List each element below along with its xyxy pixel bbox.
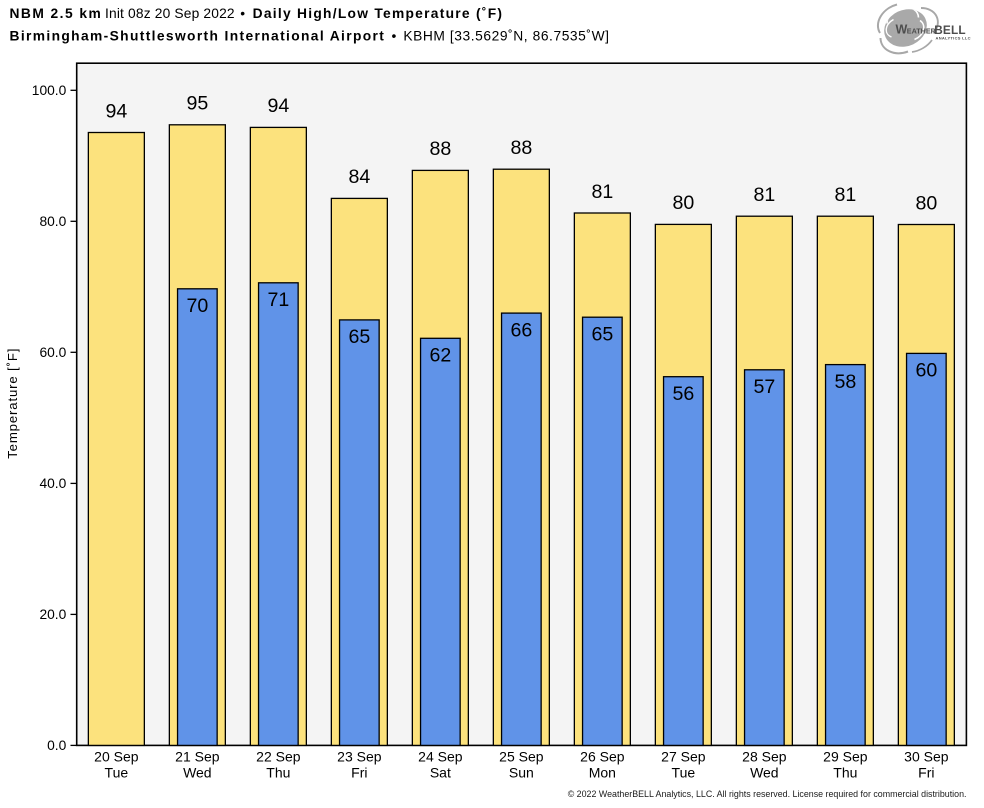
svg-text:29 Sep: 29 Sep <box>823 748 868 764</box>
svg-text:22 Sep: 22 Sep <box>256 748 301 764</box>
svg-text:94: 94 <box>267 95 289 117</box>
svg-text:20 Sep: 20 Sep <box>94 748 139 764</box>
svg-text:28 Sep: 28 Sep <box>742 748 787 764</box>
svg-text:KBHM [33.5629˚N, 86.7535˚W]: KBHM [33.5629˚N, 86.7535˚W] <box>403 29 609 44</box>
svg-text:Sat: Sat <box>430 765 451 781</box>
svg-text:ANALYTICS LLC: ANALYTICS LLC <box>936 35 971 40</box>
svg-text:88: 88 <box>429 138 451 160</box>
svg-text:W: W <box>896 23 908 37</box>
svg-text:Tue: Tue <box>672 765 696 781</box>
svg-text:© 2022 WeatherBELL Analytics,: © 2022 WeatherBELL Analytics, LLC. All r… <box>568 789 967 800</box>
svg-text:Thu: Thu <box>266 765 290 781</box>
svg-text:70: 70 <box>186 295 208 317</box>
svg-text:24 Sep: 24 Sep <box>418 748 463 764</box>
svg-text:81: 81 <box>753 184 775 206</box>
svg-text:•: • <box>240 6 245 21</box>
svg-text:20.0: 20.0 <box>39 607 66 622</box>
svg-text:27 Sep: 27 Sep <box>661 748 706 764</box>
svg-text:57: 57 <box>753 376 775 398</box>
svg-text:71: 71 <box>267 289 289 311</box>
svg-text:Wed: Wed <box>183 765 212 781</box>
svg-text:26 Sep: 26 Sep <box>580 748 625 764</box>
svg-text:56: 56 <box>672 383 694 405</box>
svg-text:58: 58 <box>834 371 856 393</box>
svg-text:Fri: Fri <box>351 765 367 781</box>
svg-text:84: 84 <box>348 166 370 188</box>
svg-text:Fri: Fri <box>918 765 934 781</box>
svg-text:66: 66 <box>510 319 532 341</box>
svg-text:100.0: 100.0 <box>32 83 67 98</box>
svg-text:Init 08z 20 Sep 2022: Init 08z 20 Sep 2022 <box>105 6 235 21</box>
svg-text:80.0: 80.0 <box>39 214 66 229</box>
svg-text:Sun: Sun <box>509 765 534 781</box>
svg-text:Temperature [˚F]: Temperature [˚F] <box>5 349 20 459</box>
svg-text:60: 60 <box>915 360 937 382</box>
svg-text:Thu: Thu <box>833 765 857 781</box>
svg-text:65: 65 <box>348 326 370 348</box>
svg-text:BELL: BELL <box>934 23 966 37</box>
svg-text:25 Sep: 25 Sep <box>499 748 544 764</box>
svg-text:81: 81 <box>834 184 856 206</box>
svg-text:80: 80 <box>672 192 694 214</box>
svg-text:65: 65 <box>591 323 613 345</box>
svg-text:Mon: Mon <box>589 765 616 781</box>
svg-text:21 Sep: 21 Sep <box>175 748 220 764</box>
svg-text:81: 81 <box>591 181 613 203</box>
svg-text:Birmingham-Shuttlesworth Inter: Birmingham-Shuttlesworth International A… <box>10 29 385 44</box>
svg-text:95: 95 <box>186 93 208 115</box>
svg-text:Daily High/Low Temperature (˚F: Daily High/Low Temperature (˚F) <box>253 6 502 21</box>
svg-text:0.0: 0.0 <box>47 738 67 753</box>
svg-text:60.0: 60.0 <box>39 345 66 360</box>
svg-text:EATHER: EATHER <box>907 27 937 36</box>
svg-text:30 Sep: 30 Sep <box>904 748 949 764</box>
svg-text:94: 94 <box>105 100 127 122</box>
svg-text:Tue: Tue <box>105 765 129 781</box>
svg-text:23 Sep: 23 Sep <box>337 748 382 764</box>
svg-text:40.0: 40.0 <box>39 476 66 491</box>
svg-text:•: • <box>392 29 397 44</box>
svg-text:62: 62 <box>429 345 451 367</box>
svg-text:Wed: Wed <box>750 765 779 781</box>
svg-text:88: 88 <box>510 137 532 159</box>
svg-text:80: 80 <box>915 192 937 214</box>
